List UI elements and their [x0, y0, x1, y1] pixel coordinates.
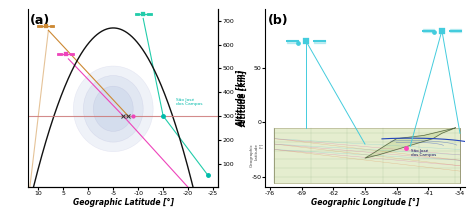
Text: (b): (b) — [267, 14, 288, 27]
Y-axis label: Altitude [km]: Altitude [km] — [237, 70, 246, 127]
Y-axis label: Altitude [km]: Altitude [km] — [239, 70, 248, 127]
Text: Geographic
Latitude
[°]: Geographic Latitude [°] — [250, 143, 263, 167]
Ellipse shape — [73, 66, 153, 152]
X-axis label: Geographic Latitude [°]: Geographic Latitude [°] — [73, 198, 174, 207]
Text: (a): (a) — [30, 14, 51, 27]
Text: São José
dos Campos: São José dos Campos — [176, 98, 202, 106]
Polygon shape — [274, 128, 460, 183]
Polygon shape — [365, 128, 456, 158]
X-axis label: Geographic Longitude [°]: Geographic Longitude [°] — [311, 198, 419, 207]
Ellipse shape — [93, 86, 133, 131]
Text: São José
dos Campos: São José dos Campos — [410, 149, 436, 157]
Ellipse shape — [83, 76, 143, 142]
